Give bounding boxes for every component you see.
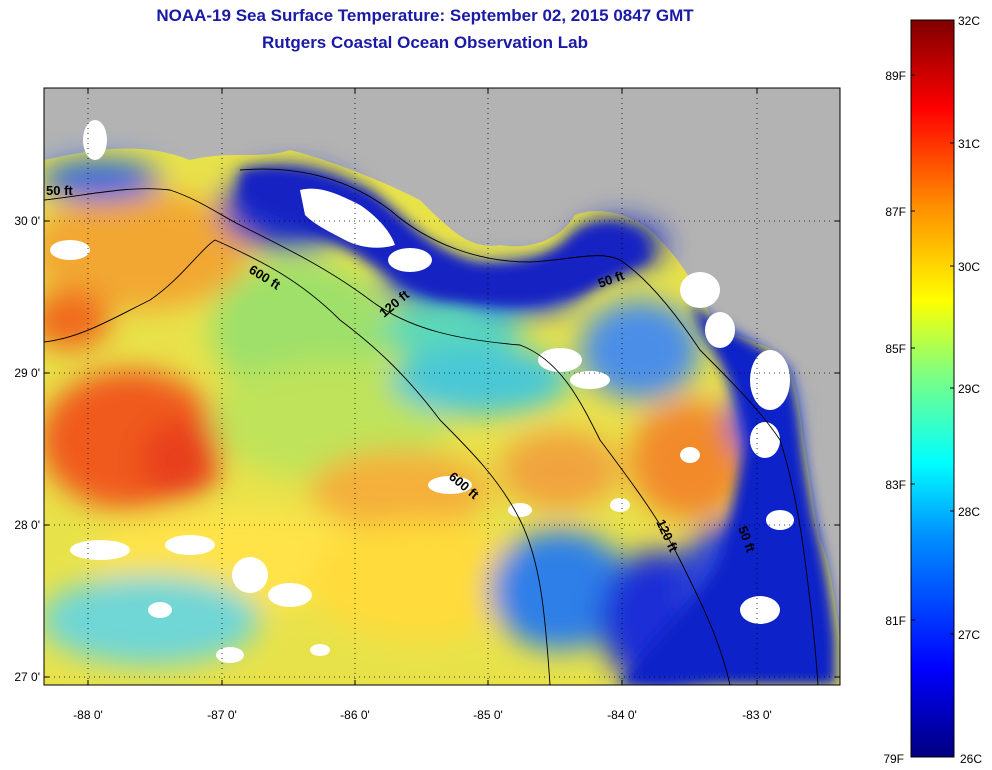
lon-tick-label: -84 0' xyxy=(607,708,637,722)
colorbar-fahrenheit-label: 81F xyxy=(885,614,906,628)
lon-tick-label: -87 0' xyxy=(207,708,237,722)
lat-tick-label: 28 0' xyxy=(14,518,40,532)
map-frame xyxy=(43,87,841,686)
colorbar-ticks xyxy=(911,74,954,635)
colorbar-celsius-label: 30C xyxy=(958,260,980,274)
colorbar-fahrenheit-label: 85F xyxy=(885,342,906,356)
colorbar xyxy=(910,19,955,758)
colorbar-celsius-label: 31C xyxy=(958,137,980,151)
lon-tick-label: -88 0' xyxy=(73,708,103,722)
lat-tick-label: 30 0' xyxy=(14,214,40,228)
lon-tick-label: -85 0' xyxy=(473,708,503,722)
map-subtitle: Rutgers Coastal Ocean Observation Lab xyxy=(262,33,588,52)
colorbar-celsius-label: 29C xyxy=(958,382,980,396)
sst-map: 600 ft 120 ft 600 ft 120 ft 50 ft 50 ft … xyxy=(44,88,840,685)
contour-label: 50 ft xyxy=(46,183,73,198)
bathymetry-contours xyxy=(44,168,819,685)
colorbar-celsius-label: 28C xyxy=(958,505,980,519)
axis-ticks xyxy=(44,88,840,685)
cloud-mask xyxy=(50,120,794,663)
colorbar-fahrenheit-label: 89F xyxy=(885,69,906,83)
colorbar-fahrenheit-label: 79F xyxy=(883,752,904,766)
lon-tick-label: -86 0' xyxy=(340,708,370,722)
map-title: NOAA-19 Sea Surface Temperature: Septemb… xyxy=(156,6,694,25)
lat-tick-label: 27 0' xyxy=(14,670,40,684)
lat-tick-label: 29 0' xyxy=(14,366,40,380)
colorbar-celsius-label: 26C xyxy=(960,752,982,766)
colorbar-fahrenheit-label: 87F xyxy=(885,205,906,219)
lon-tick-label: -83 0' xyxy=(742,708,772,722)
colorbar-fahrenheit-label: 83F xyxy=(885,478,906,492)
colorbar-celsius-label: 27C xyxy=(958,628,980,642)
colorbar-celsius-label: 32C xyxy=(958,14,980,28)
